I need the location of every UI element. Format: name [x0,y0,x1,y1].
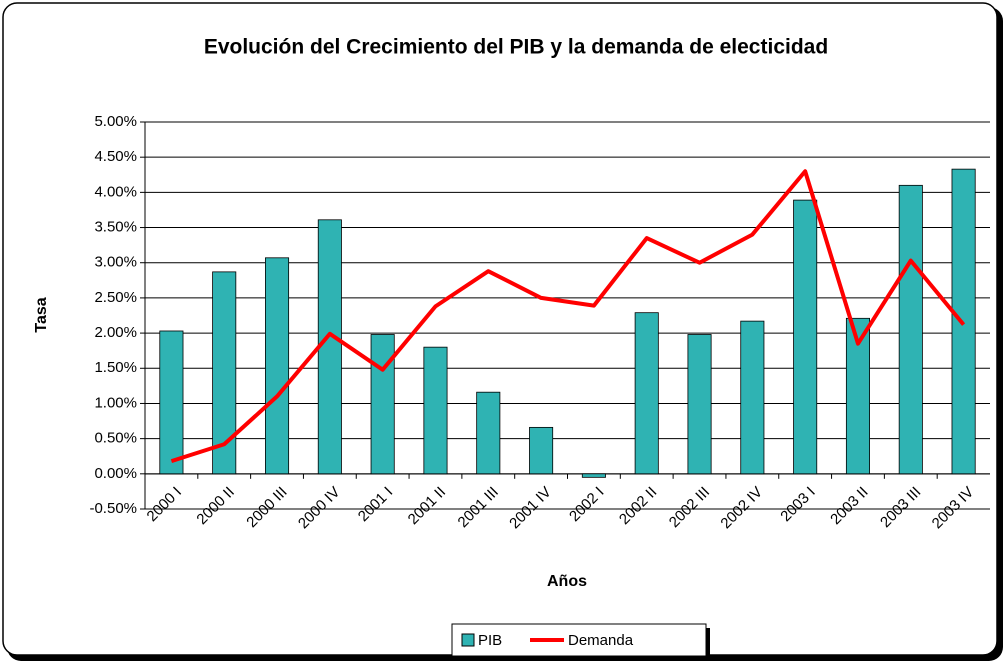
y-tick-label: 1.50% [94,359,137,376]
y-tick-label: 4.00% [94,183,137,200]
bar [687,334,712,475]
legend-box [451,623,707,657]
y-tick-label: -0.50% [89,500,137,517]
y-tick-label: 2.50% [94,289,137,306]
bar [898,184,923,475]
x-axis-title: Años [547,573,587,590]
line [170,169,966,464]
legend-label: Demanda [568,632,634,649]
legend-swatch [461,633,475,647]
chart-title: Evolución del Crecimiento del PIB y la d… [204,36,828,59]
bar [845,317,870,475]
y-tick-label: 4.50% [94,148,137,165]
bar [370,334,395,475]
bar [317,219,342,475]
legend-label: PIB [478,632,502,649]
y-tick-label: 5.00% [94,113,137,130]
bar [951,168,976,475]
y-tick-label: 1.00% [94,394,137,411]
y-tick-label: 0.00% [94,465,137,482]
y-tick-label: 3.50% [94,219,137,236]
y-tick-label: 2.00% [94,324,137,341]
bar [740,320,765,475]
bar [793,199,818,475]
bar [581,473,606,478]
bar [529,426,554,475]
y-axis-title: Tasa [33,297,50,332]
y-tick-label: 0.50% [94,430,137,447]
y-tick-label: 3.00% [94,254,137,271]
bar [423,346,448,475]
bar [476,391,501,475]
bar [265,257,290,475]
bar [159,330,184,475]
bar [212,271,237,475]
bar [634,312,659,475]
